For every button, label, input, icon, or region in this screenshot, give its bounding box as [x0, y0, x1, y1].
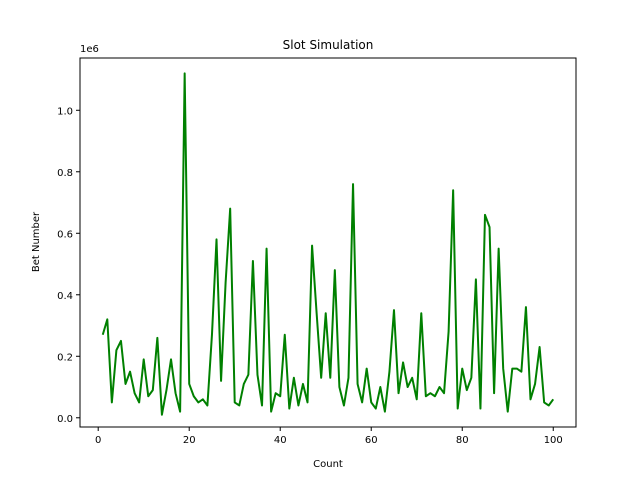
y-tick-label: 0.8 — [57, 168, 73, 179]
y-tick-label: 0.2 — [57, 352, 73, 363]
x-tick-label: 0 — [95, 435, 101, 446]
y-tick-label: 0.4 — [57, 291, 73, 302]
x-tick-label: 80 — [456, 435, 469, 446]
x-axis-label: Count — [313, 459, 343, 470]
y-tick-label: 0.6 — [57, 229, 73, 240]
y-tick-label: 1.0 — [57, 106, 73, 117]
x-tick-label: 20 — [183, 435, 196, 446]
axis-ticks: 0 20 40 60 80 100 0.0 0.2 0.4 0.6 0.8 1.0 — [57, 106, 563, 446]
y-axis-scale-label: 1e6 — [80, 44, 99, 55]
series-line — [101, 72, 555, 416]
y-axis-label: Bet Number — [31, 211, 42, 272]
axes-frame — [79, 57, 577, 428]
x-tick-label: 40 — [274, 435, 287, 446]
x-tick-label: 100 — [544, 435, 563, 446]
y-tick-label: 0.0 — [57, 414, 73, 425]
x-tick-label: 60 — [365, 435, 378, 446]
chart-title: Slot Simulation — [283, 38, 374, 52]
